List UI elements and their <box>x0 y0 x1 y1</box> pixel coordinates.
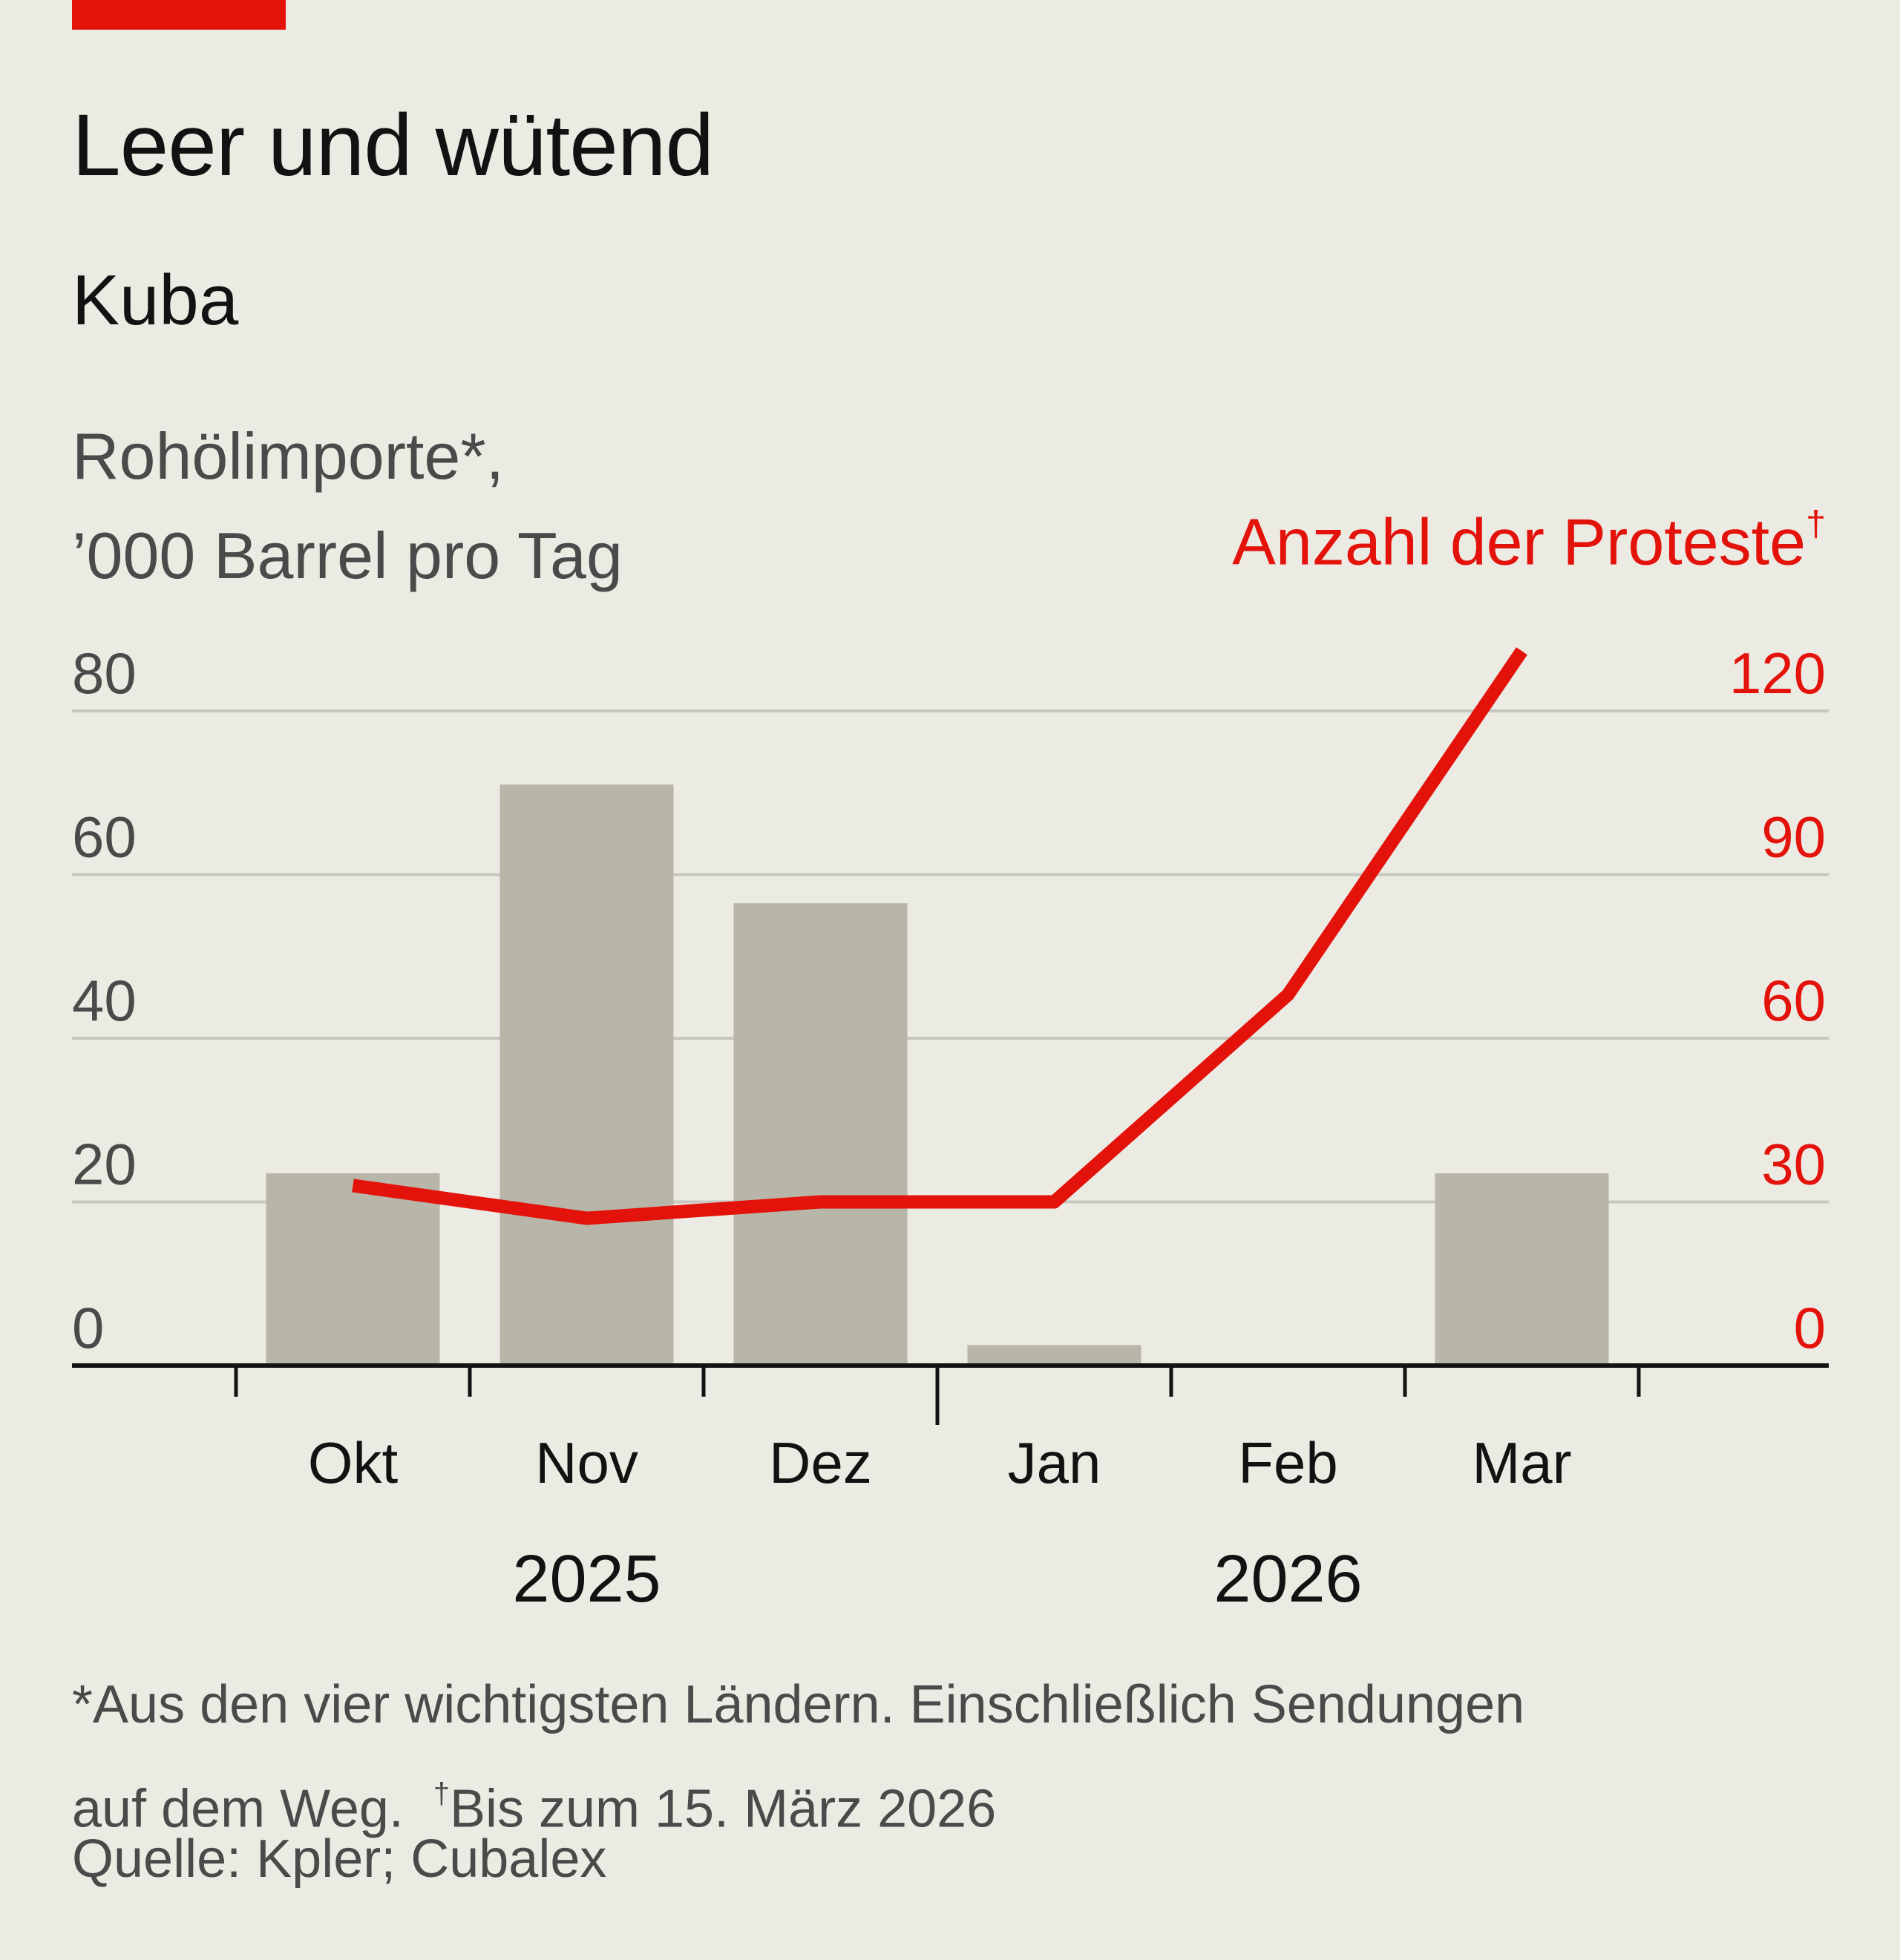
left-tick-label: 80 <box>72 640 137 706</box>
footnote-line2: auf dem Weg. †Bis zum 15. März 2026 <box>72 1749 1524 1854</box>
bar <box>499 784 674 1366</box>
right-axis-label-dagger: † <box>1806 504 1826 544</box>
protest-line <box>352 647 1527 1225</box>
footnote-line2-start: auf dem Weg. <box>72 1779 433 1839</box>
footnote-line2-rest: Bis zum 15. März 2026 <box>449 1779 997 1839</box>
bar <box>1435 1173 1609 1366</box>
year-label: 2025 <box>512 1542 661 1616</box>
left-axis-label: Rohölimporte*, ’000 Barrel pro Tag <box>72 407 623 606</box>
right-axis-label: Anzahl der Proteste† <box>1232 506 1826 575</box>
right-tick-label: 60 <box>1761 968 1826 1033</box>
left-tick-label: 0 <box>72 1295 104 1360</box>
chart-subtitle: Kuba <box>72 260 239 340</box>
right-tick-label: 120 <box>1729 640 1826 706</box>
x-tick-label: Nov <box>535 1430 638 1495</box>
left-axis-label-line1: Rohölimporte*, <box>72 419 505 493</box>
left-tick-label: 20 <box>72 1132 137 1197</box>
x-tick-label: Okt <box>308 1430 399 1495</box>
right-tick-label: 90 <box>1761 804 1826 870</box>
x-tick-label: Feb <box>1238 1430 1337 1495</box>
chart-title: Leer und wütend <box>72 96 714 194</box>
right-axis-label-text: Anzahl der Proteste <box>1232 505 1806 579</box>
x-tick-label: Dez <box>769 1430 872 1495</box>
x-tick-label: Jan <box>1008 1430 1101 1495</box>
bar <box>967 1345 1141 1366</box>
right-tick-label: 30 <box>1761 1132 1826 1197</box>
left-tick-label: 60 <box>72 804 137 870</box>
bar <box>733 903 908 1366</box>
left-axis-label-line2: ’000 Barrel pro Tag <box>72 519 623 592</box>
brand-tag <box>72 0 286 30</box>
left-tick-label: 40 <box>72 968 137 1033</box>
right-tick-label: 0 <box>1794 1295 1826 1360</box>
footnote-line1: *Aus den vier wichtigsten Ländern. Einsc… <box>72 1675 1525 1734</box>
x-tick-label: Mar <box>1472 1430 1571 1495</box>
bar <box>266 1173 440 1366</box>
source-note: Quelle: Kpler; Cubalex <box>72 1829 607 1889</box>
year-label: 2026 <box>1213 1542 1362 1616</box>
footnote-dagger: † <box>433 1777 450 1810</box>
footnote: *Aus den vier wichtigsten Ländern. Einsc… <box>72 1660 1524 1854</box>
